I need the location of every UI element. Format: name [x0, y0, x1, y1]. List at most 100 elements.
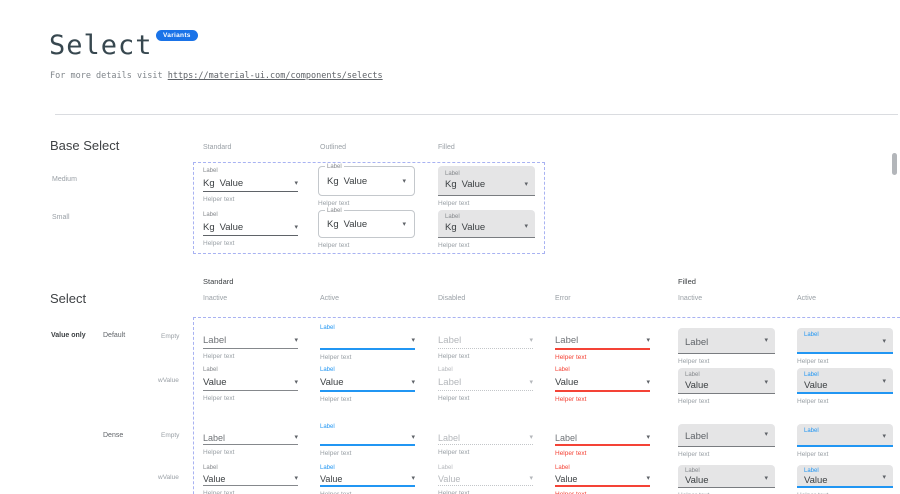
helper-text: Helper text: [797, 358, 829, 365]
select-standard-inactive-empty[interactable]: Label ▾ Helper text: [203, 324, 298, 360]
helper-text: Helper text: [203, 395, 235, 402]
select-filled-active-empty[interactable]: Label ▾ Helper text: [797, 328, 893, 365]
dropdown-arrow-icon: ▾: [646, 379, 650, 386]
helper-text: Helper text: [203, 353, 235, 360]
floating-label: Label: [804, 468, 819, 474]
group-header-filled: Filled: [678, 277, 696, 286]
select-value: Kg Value: [327, 218, 368, 230]
column-header-filled: Filled: [438, 144, 455, 151]
select-standard-disabled-wvalue: Label Label ▾ Helper text: [438, 366, 533, 402]
floating-label: Label: [804, 428, 819, 434]
select-filled-active-wvalue-dense[interactable]: Label Value ▾ Helper text: [797, 465, 893, 494]
select-standard-disabled-wvalue-dense: Label Value ▾ Helper text: [438, 464, 533, 494]
select-standard-error-wvalue[interactable]: Label Value ▾ Helper text: [555, 366, 650, 403]
helper-text: Helper text: [203, 196, 235, 203]
select-standard-active-wvalue-dense[interactable]: Label Value ▾ Helper text: [320, 464, 415, 494]
filled-label: Label: [445, 214, 460, 220]
helper-text: Helper text: [203, 449, 235, 456]
docs-link[interactable]: https://material-ui.com/components/selec…: [167, 71, 383, 81]
outlined-label: Label: [325, 163, 344, 171]
row-state-empty: Empty: [161, 333, 180, 340]
row-group-value-only: Value only: [51, 332, 86, 339]
select-filled-inactive-wvalue[interactable]: Label Value ▾ Helper text: [678, 368, 775, 405]
dropdown-arrow-icon: ▾: [764, 379, 768, 386]
select-value: Value: [203, 377, 227, 388]
dropdown-arrow-icon: ▾: [411, 337, 415, 344]
select-value: Kg Value: [203, 178, 244, 189]
select-filled-active-wvalue[interactable]: Label Value ▾ Helper text: [797, 368, 893, 405]
select-standard-error-empty[interactable]: Label ▾ Helper text: [555, 324, 650, 361]
floating-label: Label: [438, 367, 453, 373]
select-filled-active-empty-dense[interactable]: Label ▾ Helper text: [797, 424, 893, 458]
select-filled-inactive-empty[interactable]: Label ▾ Helper text: [678, 328, 775, 365]
row-state-empty: Empty: [161, 432, 180, 439]
dropdown-arrow-icon: ▾: [764, 475, 768, 482]
floating-label: Label: [804, 372, 819, 378]
select-value: Value: [320, 377, 344, 388]
base-select-filled-small[interactable]: Label Kg Value ▾ Helper text: [438, 210, 535, 249]
select-value: Label: [438, 377, 462, 388]
column-header-active: Active: [320, 295, 340, 302]
helper-text: Helper text: [203, 240, 235, 247]
floating-label: Label: [203, 367, 218, 373]
floating-label: Label: [804, 332, 819, 338]
select-filled-inactive-wvalue-dense[interactable]: Label Value ▾ Helper text: [678, 465, 775, 494]
dropdown-arrow-icon: ▾: [529, 337, 533, 344]
base-select-outlined-small[interactable]: Label Kg Value ▾ Helper text: [318, 207, 415, 249]
variants-badge: Variants: [156, 30, 198, 41]
select-standard-active-empty-dense[interactable]: Label ▾ Helper text: [320, 423, 415, 457]
dropdown-arrow-icon: ▾: [529, 475, 533, 482]
helper-text: Helper text: [555, 396, 587, 403]
select-standard-inactive-empty-dense[interactable]: Label ▾ Helper text: [203, 423, 298, 456]
select-standard-inactive-wvalue[interactable]: Label Value ▾ Helper text: [203, 366, 298, 402]
dropdown-arrow-icon: ▾: [411, 379, 415, 386]
base-select-filled-medium[interactable]: Label Kg Value ▾ Helper text: [438, 166, 535, 207]
selection-outline-base: [193, 162, 545, 254]
base-select-standard-small[interactable]: Label Kg Value ▾ Helper text: [203, 211, 298, 247]
row-subgroup-default: Default: [103, 332, 126, 339]
select-standard-inactive-wvalue-dense[interactable]: Label Value ▾ Helper text: [203, 464, 298, 494]
helper-text: Helper text: [797, 398, 829, 405]
resting-label: Label: [438, 432, 461, 443]
dropdown-arrow-icon: ▾: [524, 223, 528, 230]
base-select-outlined-medium[interactable]: Label Kg Value ▾ Helper text: [318, 163, 415, 207]
helper-text: Helper text: [678, 358, 710, 365]
scrollbar-thumb[interactable]: [892, 153, 897, 175]
dropdown-arrow-icon: ▾: [882, 338, 886, 345]
base-select-heading: Base Select: [50, 138, 120, 153]
helper-text: Helper text: [320, 450, 352, 457]
select-value: Kg Value: [327, 175, 368, 187]
floating-label: Label: [685, 372, 700, 378]
helper-text: Helper text: [318, 242, 350, 249]
select-filled-inactive-empty-dense[interactable]: Label ▾ Helper text: [678, 424, 775, 458]
select-standard-active-wvalue[interactable]: Label Value ▾ Helper text: [320, 366, 415, 403]
column-header-disabled: Disabled: [438, 295, 466, 302]
select-value: Value: [203, 473, 226, 484]
resting-label: Label: [555, 335, 579, 346]
column-header-inactive: Inactive: [203, 295, 228, 302]
select-value: Value: [555, 473, 578, 484]
base-select-standard-medium[interactable]: Label Kg Value ▾ Helper text: [203, 167, 298, 203]
dropdown-arrow-icon: ▾: [646, 434, 650, 441]
dropdown-arrow-icon: ▾: [529, 434, 533, 441]
select-standard-error-wvalue-dense[interactable]: Label Value ▾ Helper text: [555, 464, 650, 494]
dropdown-arrow-icon: ▾: [524, 181, 528, 188]
column-header-filled-inactive: Inactive: [678, 295, 703, 302]
select-standard-disabled-empty-dense: Label ▾ Helper text: [438, 423, 533, 456]
dropdown-arrow-icon: ▾: [764, 431, 768, 438]
select-value: Value: [555, 377, 579, 388]
dropdown-arrow-icon: ▾: [294, 475, 298, 482]
row-state-wvalue: wValue: [158, 377, 179, 384]
select-standard-active-empty[interactable]: Label ▾ Helper text: [320, 324, 415, 361]
helper-text: Helper text: [797, 451, 829, 458]
subtitle: For more details visit https://material-…: [50, 71, 383, 81]
floating-label: Label: [203, 168, 218, 174]
dropdown-arrow-icon: ▾: [411, 434, 415, 441]
select-value: Value: [804, 475, 828, 486]
dropdown-arrow-icon: ▾: [882, 433, 886, 440]
column-header-standard: Standard: [203, 144, 232, 151]
resting-label: Label: [555, 432, 578, 443]
select-standard-error-empty-dense[interactable]: Label ▾ Helper text: [555, 423, 650, 457]
column-header-filled-active: Active: [797, 295, 817, 302]
